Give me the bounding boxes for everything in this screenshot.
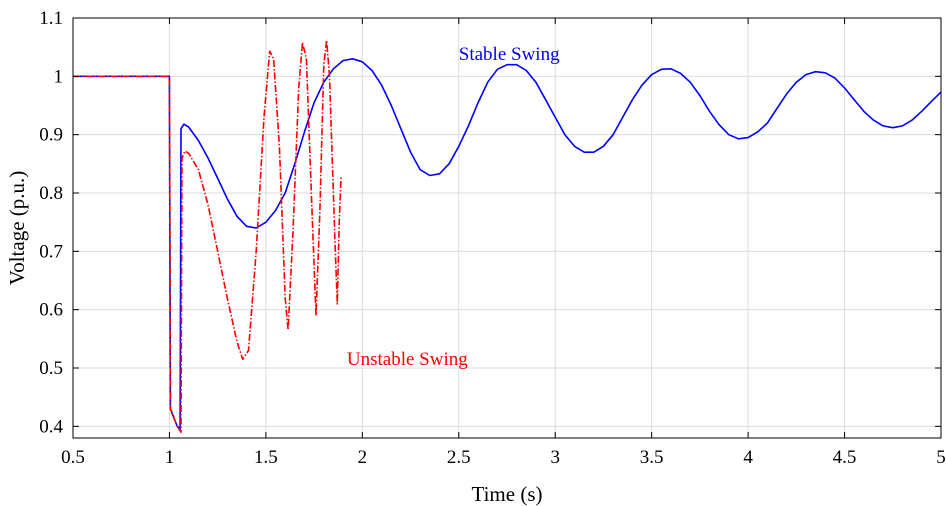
x-axis-label: Time (s) (472, 482, 543, 506)
x-tick-label: 4 (743, 447, 753, 468)
series-annotation: Stable Swing (459, 44, 560, 65)
x-tick-label: 2 (358, 447, 368, 468)
y-tick-label: 0.7 (39, 241, 63, 262)
plot-frame (72, 17, 942, 439)
series-annotation: Unstable Swing (347, 349, 468, 370)
x-tick-label: 4.5 (833, 447, 857, 468)
x-tick-label: 3 (550, 447, 560, 468)
y-tick-label: 0.5 (39, 358, 63, 379)
y-tick-label: 1 (54, 66, 64, 87)
x-tick-label: 0.5 (61, 447, 85, 468)
series-line-unstable-swing (73, 39, 342, 433)
tick-group: 0.5 1 1.5 2 2.5 3 3.5 4 4.5 5 0.4 0.5 0.6 0.7 0.8 0.9 1 1… (39, 8, 946, 468)
y-tick-label: 0.8 (39, 183, 63, 204)
y-tick-label: 0.4 (39, 416, 63, 437)
y-axis-label: Voltage (p.u.) (5, 171, 29, 286)
x-tick-label: 1 (165, 447, 175, 468)
annotation-group: Stable Swing Unstable Swing (347, 44, 560, 370)
x-tick-label: 1.5 (254, 447, 278, 468)
x-tick-label: 2.5 (447, 447, 471, 468)
x-tick-label: 5 (936, 447, 946, 468)
x-tick-label: 3.5 (640, 447, 664, 468)
y-tick-label: 1.1 (39, 8, 63, 29)
y-tick-label: 0.6 (39, 300, 63, 321)
y-tick-label: 0.9 (39, 125, 63, 146)
series-group (73, 39, 942, 433)
